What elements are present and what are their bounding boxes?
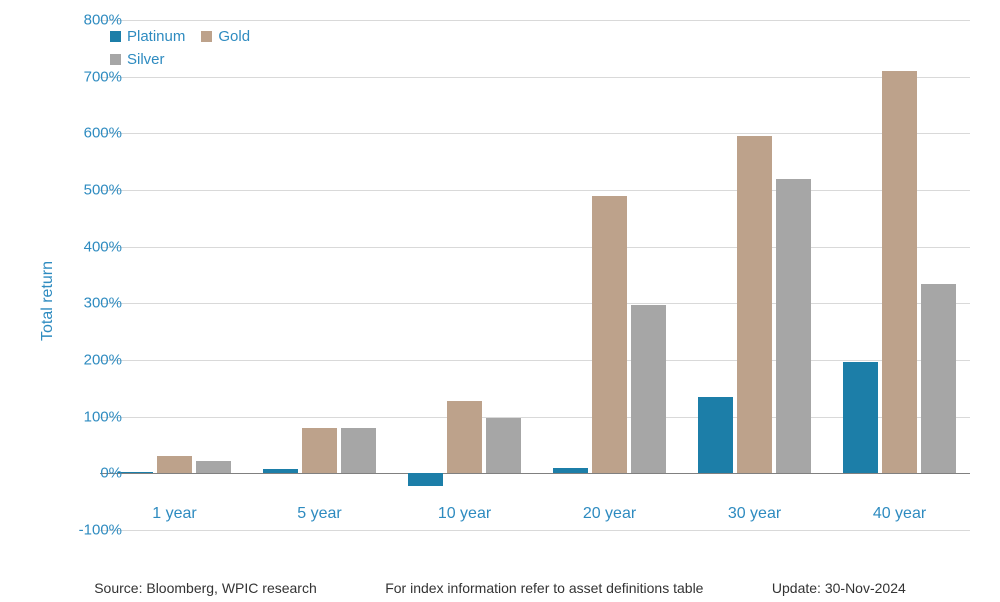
x-tick-label: 1 year [152, 505, 196, 523]
y-tick-label: 800% [62, 12, 122, 29]
y-axis-title: Total return [39, 261, 57, 341]
legend-swatch-icon [110, 54, 121, 65]
footer: Source: Bloomberg, WPIC research For ind… [0, 580, 1000, 596]
legend-row: Platinum Gold [110, 28, 260, 45]
y-tick-label: 0% [62, 465, 122, 482]
bar-gold-2 [447, 401, 482, 474]
x-tick-label: 20 year [583, 505, 636, 523]
bar-silver-5 [921, 284, 956, 474]
y-tick-label: 100% [62, 408, 122, 425]
bar-silver-4 [776, 179, 811, 474]
grid-line [100, 20, 970, 21]
legend-swatch-icon [201, 31, 212, 42]
legend-row: Silver [110, 51, 260, 68]
legend-item-platinum: Platinum [110, 28, 185, 45]
x-tick-label: 30 year [728, 505, 781, 523]
legend-label: Silver [127, 51, 165, 68]
x-tick-label: 40 year [873, 505, 926, 523]
footer-source: Source: Bloomberg, WPIC research [94, 580, 317, 596]
legend-item-gold: Gold [201, 28, 250, 45]
footer-note: For index information refer to asset def… [385, 580, 703, 596]
bar-platinum-5 [843, 362, 878, 474]
bar-silver-2 [486, 418, 521, 474]
legend-swatch-icon [110, 31, 121, 42]
bar-platinum-4 [698, 397, 733, 474]
x-tick-label: 10 year [438, 505, 491, 523]
x-tick-label: 5 year [297, 505, 341, 523]
bar-gold-0 [157, 456, 192, 473]
bar-gold-4 [737, 136, 772, 473]
bar-platinum-0 [118, 472, 153, 473]
bar-silver-0 [196, 461, 231, 473]
bar-gold-1 [302, 428, 337, 473]
bar-gold-5 [882, 71, 917, 473]
zero-line [100, 473, 970, 474]
y-tick-label: -100% [62, 522, 122, 539]
legend: Platinum Gold Silver [110, 28, 260, 74]
bar-platinum-2 [408, 473, 443, 485]
grid-line [100, 530, 970, 531]
footer-update: Update: 30-Nov-2024 [772, 580, 906, 596]
y-tick-label: 500% [62, 182, 122, 199]
legend-label: Platinum [127, 28, 185, 45]
chart-container: Total return -100% 0% 100% 200% 300% 400% 500%… [0, 0, 1000, 602]
plot-area [100, 20, 970, 530]
grid-line [100, 190, 970, 191]
bar-silver-1 [341, 428, 376, 473]
bar-gold-3 [592, 196, 627, 474]
grid-line [100, 417, 970, 418]
y-tick-label: 600% [62, 125, 122, 142]
y-tick-label: 200% [62, 352, 122, 369]
grid-line [100, 247, 970, 248]
y-tick-label: 400% [62, 238, 122, 255]
bar-platinum-1 [263, 469, 298, 474]
y-tick-label: 300% [62, 295, 122, 312]
grid-line [100, 303, 970, 304]
legend-label: Gold [218, 28, 250, 45]
bar-silver-3 [631, 305, 666, 473]
grid-line [100, 77, 970, 78]
grid-line [100, 133, 970, 134]
legend-item-silver: Silver [110, 51, 165, 68]
bar-platinum-3 [553, 468, 588, 474]
grid-line [100, 360, 970, 361]
